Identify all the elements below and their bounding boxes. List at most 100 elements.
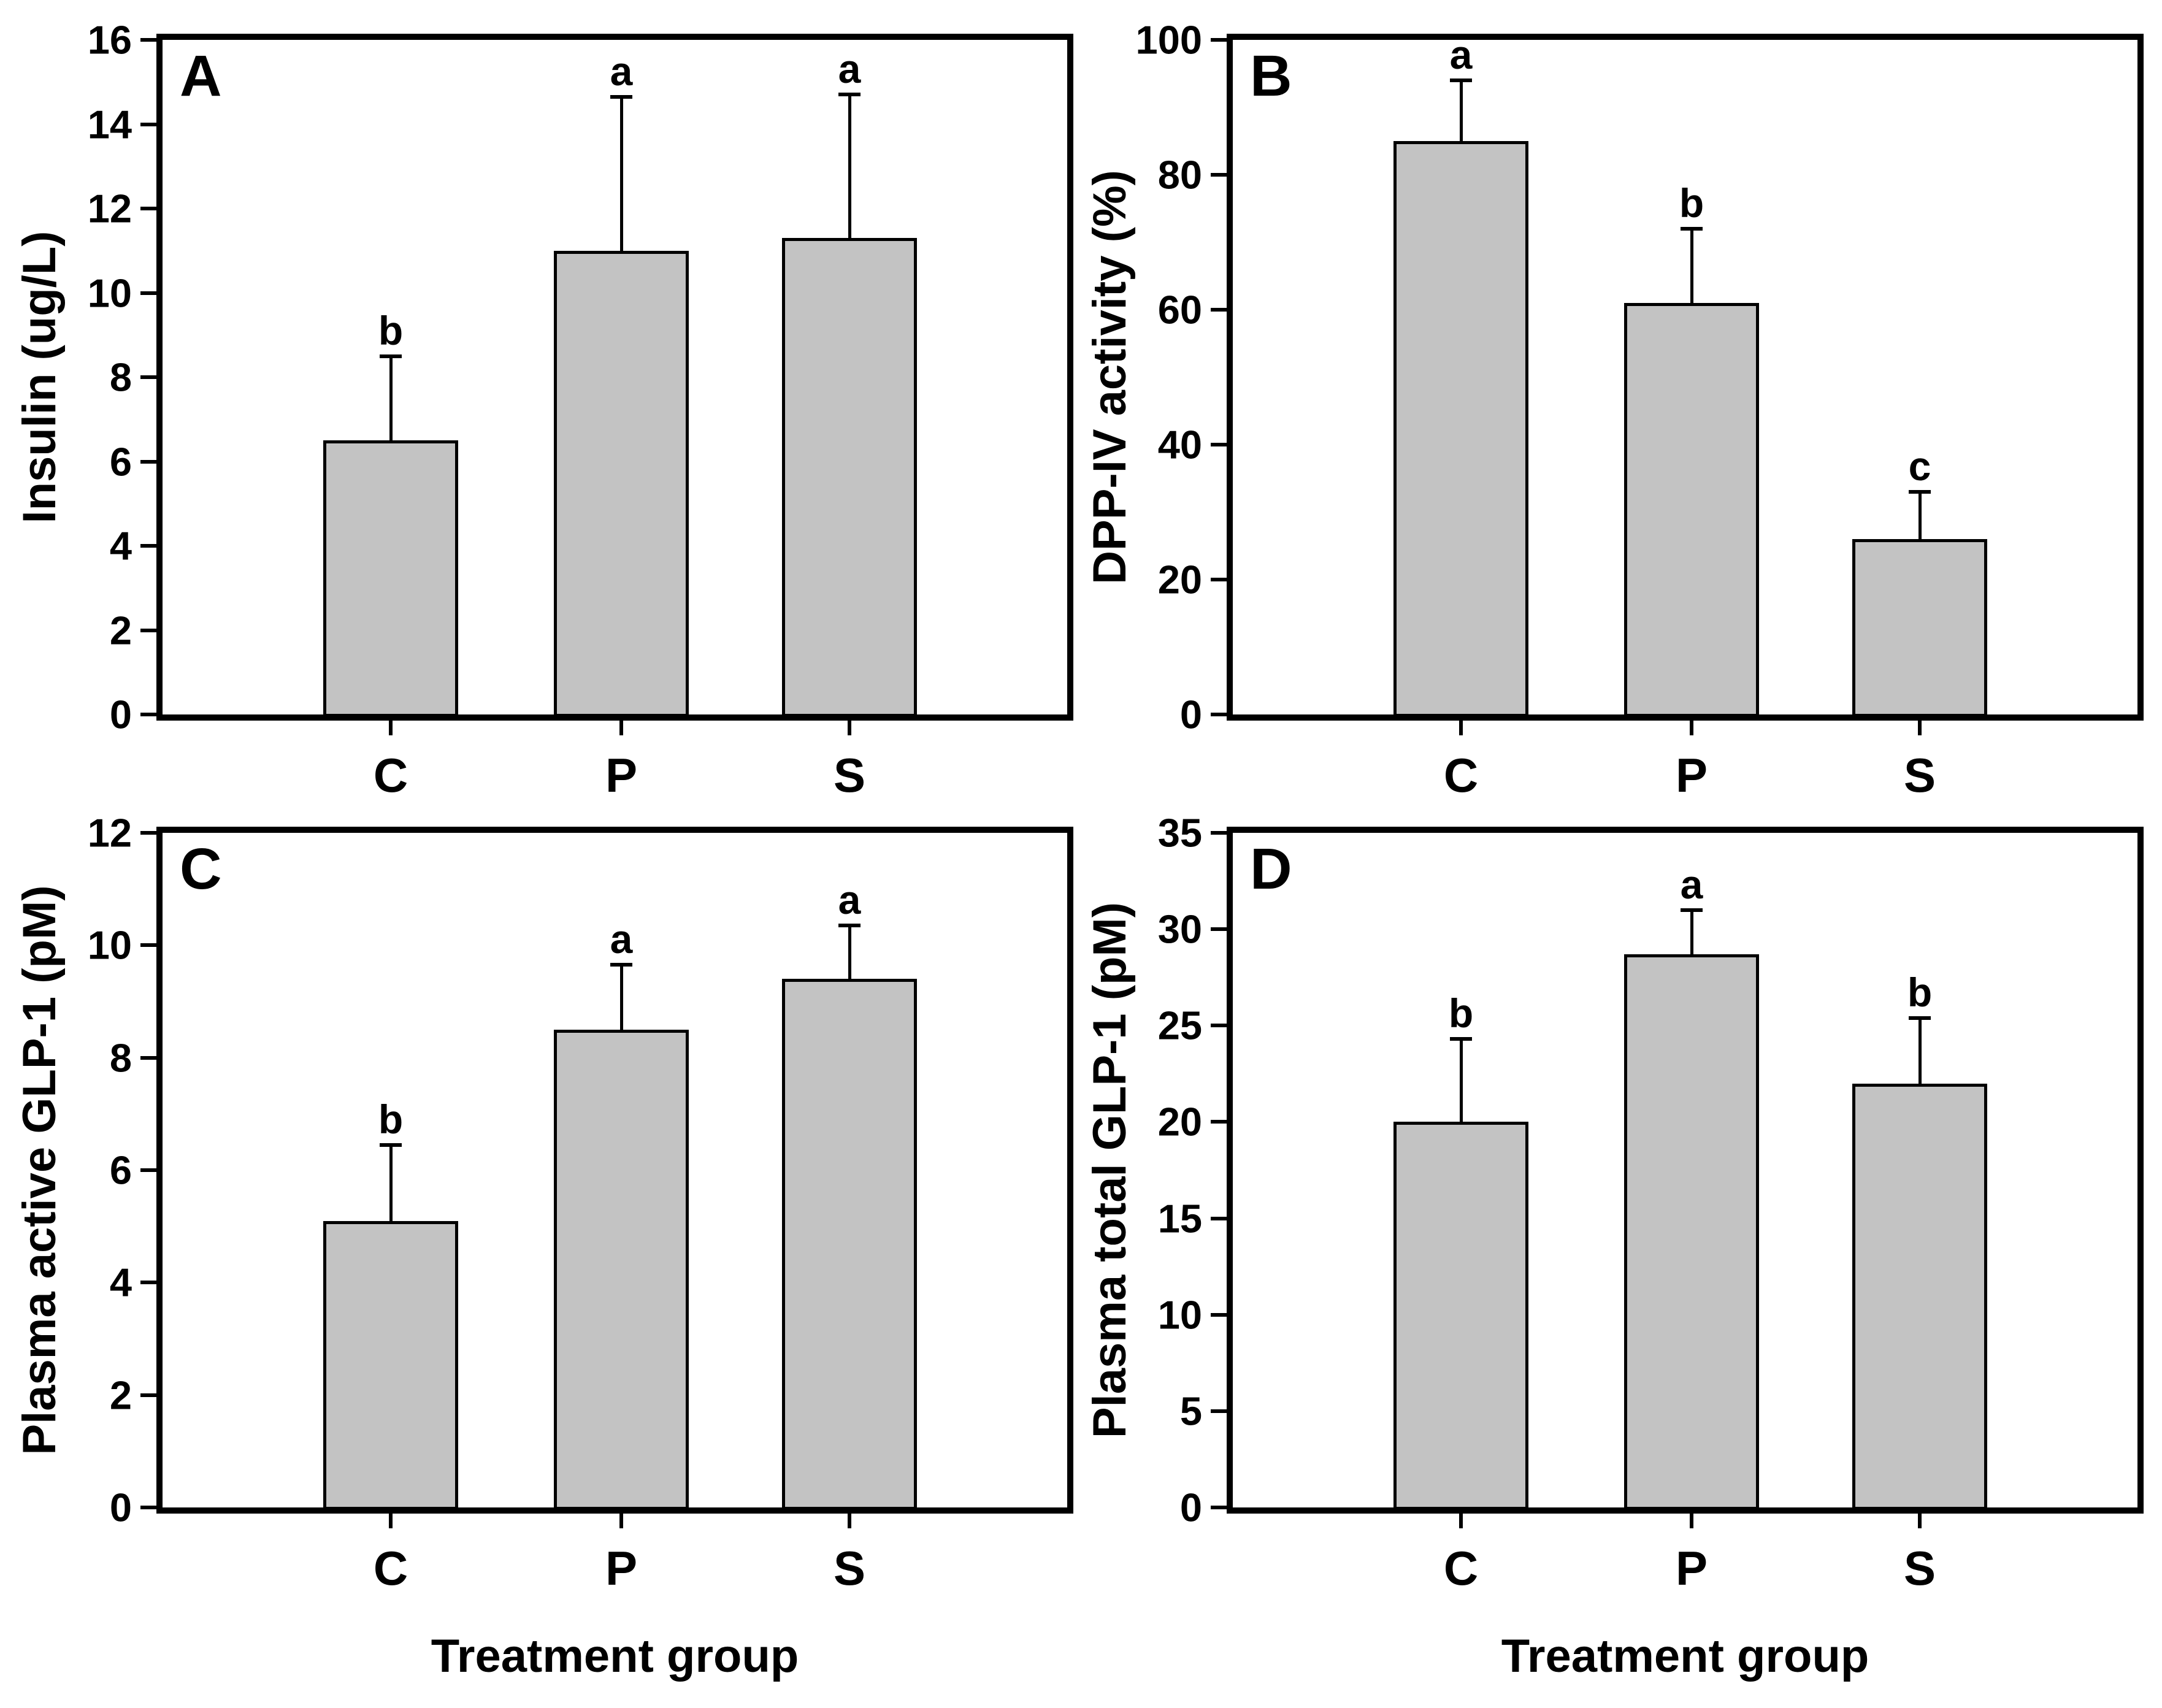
y-tick-label: 20 (1157, 557, 1202, 602)
y-tick (1211, 1312, 1228, 1317)
error-bar-cap (380, 1143, 402, 1147)
significance-letter: b (1448, 990, 1474, 1036)
y-tick (1211, 1409, 1228, 1413)
error-bar-line (1919, 1019, 1922, 1086)
y-tick-label: 40 (1157, 422, 1202, 467)
y-tick-label: 100 (1135, 17, 1202, 63)
y-tick (140, 1393, 158, 1397)
y-tick (1211, 38, 1228, 42)
bar (1393, 141, 1528, 717)
x-category-label: C (373, 1541, 408, 1595)
x-category-label: C (373, 748, 408, 802)
x-tick (389, 721, 393, 735)
panel-letter: A (180, 44, 222, 109)
error-bar-line (389, 357, 393, 443)
error-bar-cap (1450, 79, 1472, 82)
significance-letter: b (1679, 180, 1704, 226)
y-tick-label: 12 (87, 810, 132, 856)
plot-area: Plasma total GLP-1 (pM) D Treatment grou… (1084, 813, 2144, 1680)
y-tick (140, 1281, 158, 1285)
y-tick-label: 10 (87, 270, 132, 315)
y-tick-label: 6 (109, 1147, 132, 1193)
x-category-label: P (605, 748, 638, 802)
y-tick-label: 8 (109, 354, 132, 400)
x-tick (1690, 1514, 1693, 1528)
significance-letter: a (838, 877, 861, 923)
bar (554, 250, 689, 717)
y-tick-label: 35 (1157, 810, 1202, 856)
x-category-label: P (1675, 1541, 1708, 1595)
y-tick (140, 122, 158, 126)
y-tick (140, 544, 158, 548)
y-tick (140, 459, 158, 464)
y-tick-label: 10 (87, 922, 132, 968)
y-tick (1211, 1120, 1228, 1124)
error-bar-cap (610, 94, 632, 99)
y-tick (1211, 173, 1228, 177)
bar (1624, 954, 1759, 1510)
y-tick (140, 375, 158, 379)
y-tick (1211, 578, 1228, 581)
bar (323, 1220, 458, 1510)
x-category-label: S (1903, 1541, 1936, 1595)
y-tick-label: 0 (1179, 1485, 1202, 1530)
x-tick (619, 721, 623, 735)
x-tick (1918, 721, 1922, 735)
y-tick (140, 1168, 158, 1172)
x-category-label: S (833, 748, 866, 802)
bar (554, 1029, 689, 1510)
significance-letter: b (1907, 969, 1933, 1015)
y-tick (140, 1055, 158, 1060)
y-tick (140, 628, 158, 632)
x-axis-title: Treatment group (431, 1630, 799, 1682)
y-tick-label: 14 (87, 102, 132, 147)
x-category-label: S (833, 1541, 866, 1595)
y-tick-label: 25 (1157, 1003, 1202, 1048)
y-tick-label: 5 (1179, 1388, 1202, 1434)
y-tick (140, 38, 158, 42)
x-category-label: C (1443, 1541, 1479, 1595)
y-tick (140, 207, 158, 210)
y-axis-title: DPP-IV activity (%) (1084, 170, 1136, 584)
error-bar-line (848, 927, 851, 982)
y-tick (140, 943, 158, 948)
error-bar-cap (838, 924, 861, 928)
y-tick-label: 2 (109, 1373, 132, 1418)
error-bar-line (620, 98, 623, 253)
bar (1852, 1083, 1987, 1510)
error-bar-cap (610, 963, 632, 967)
y-tick (1211, 713, 1228, 716)
x-tick (1459, 721, 1463, 735)
error-bar-line (620, 966, 623, 1032)
bar (782, 979, 917, 1510)
bar (782, 238, 917, 717)
y-tick (140, 291, 158, 295)
y-tick-label: 4 (109, 523, 132, 569)
significance-letter: a (610, 48, 633, 94)
y-tick-label: 15 (1157, 1196, 1202, 1241)
y-tick-label: 8 (109, 1035, 132, 1081)
x-tick (848, 721, 851, 735)
x-category-label: C (1443, 748, 1479, 802)
error-bar-line (1690, 230, 1693, 305)
significance-letter: a (610, 916, 633, 962)
error-bar-line (1460, 82, 1463, 144)
significance-letter: c (1908, 443, 1931, 489)
y-tick-label: 0 (109, 1485, 132, 1530)
y-tick-label: 16 (87, 17, 132, 63)
y-tick-label: 0 (1179, 692, 1202, 737)
y-tick (1211, 831, 1228, 835)
x-tick (1918, 1514, 1922, 1528)
error-bar-line (389, 1146, 393, 1224)
error-bar-cap (1681, 908, 1703, 912)
error-bar-cap (1909, 490, 1931, 494)
y-tick (140, 831, 158, 835)
x-tick (1690, 721, 1693, 735)
y-tick (140, 713, 158, 716)
y-tick (140, 1506, 158, 1509)
y-tick (1211, 1506, 1228, 1509)
significance-letter: b (378, 307, 404, 353)
panel-letter: B (1250, 44, 1292, 109)
